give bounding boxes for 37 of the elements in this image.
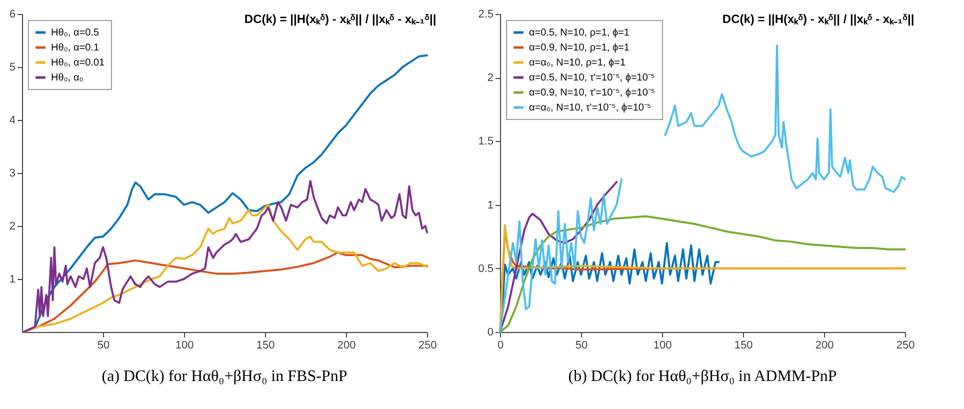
y-tick-label: 4 [9,114,16,126]
legend-label: Hθ₀, α=0.5 [51,28,100,38]
legend-label: α=0.9, N=10, ρ=1, ϕ=1 [529,42,630,54]
legend-label: α=0.5, N=10, τ'=10⁻⁵, ϕ=10⁻⁵ [529,72,656,84]
legend-label: α=α₀, N=10, τ'=10⁻⁵, ϕ=10⁻⁵ [529,102,652,114]
x-tick-label: 250 [896,340,915,352]
x-tick-label: 100 [653,340,672,352]
x-tick-label: 100 [175,340,194,352]
text: (b) DC(k) for Hαθ₀+βHσ₀ in ADMM-PnP [568,368,837,385]
y-tick-label: 5 [9,62,16,74]
y-tick-label: 1 [487,199,494,212]
y-tick-label: 1 [9,274,16,286]
x-tick-label: 0 [497,340,504,352]
chart-title: DC(k) = ||H(xₖᵟ) - xₖᵟ|| / ||xₖᵟ - xₖ₋₁ᵟ|| [722,12,914,26]
y-tick-label: 2 [487,72,494,84]
y-tick-label: 3 [9,168,16,180]
y-tick-label: 1.5 [478,136,494,148]
x-tick-label: 50 [575,340,588,352]
legend-label: Hθ₀, α=0.01 [51,58,106,68]
x-tick-label: 150 [734,340,753,352]
y-tick-label: 0 [487,326,494,338]
legend-label: α=α₀, N=10, ρ=1, ϕ=1 [529,58,626,68]
y-tick-label: 6 [9,8,16,20]
x-tick-label: 200 [337,340,356,352]
legend-label: α=0.5, N=10, ρ=1, ϕ=1 [529,28,630,38]
y-tick-label: 2.5 [478,8,494,20]
legend-label: Hθ₀, α=0.1 [51,42,100,54]
y-tick-label: 0.5 [478,262,494,275]
y-tick-label: 2 [9,220,16,232]
x-tick-label: 200 [815,340,834,352]
text: (a) DC(k) for Hαθ₀+βHσ₀ in FBS-PnP [102,368,348,385]
x-tick-label: 150 [256,340,275,352]
legend-label: α=0.9, N=10, τ'=10⁻⁵, ϕ=10⁻⁵ [529,88,656,98]
x-tick-label: 250 [418,340,437,352]
legend-label: Hθ₀, α₀ [51,72,84,84]
x-tick-label: 50 [97,340,110,352]
chart-title: DC(k) = ||H(xₖᵟ) - xₖᵟ|| / ||xₖᵟ - xₖ₋₁ᵟ|| [244,12,436,26]
